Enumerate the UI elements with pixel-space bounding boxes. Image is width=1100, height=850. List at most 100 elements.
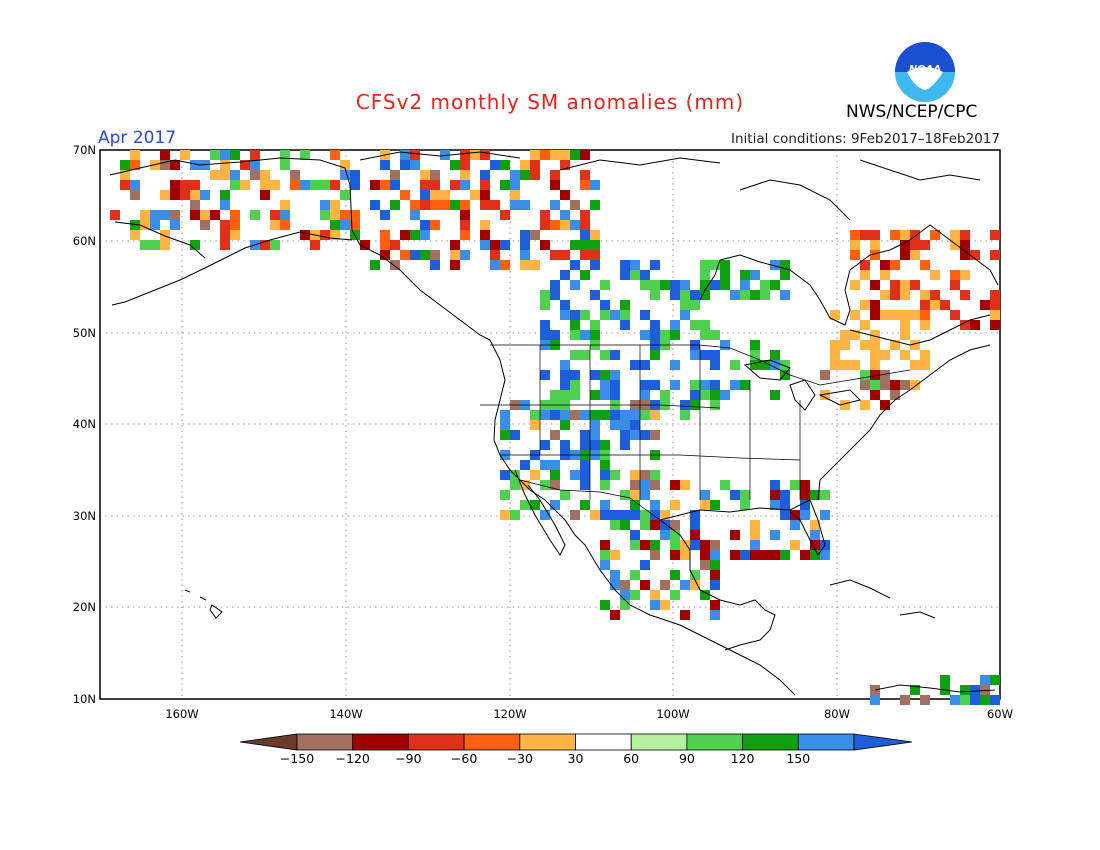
- anomaly-cell: [130, 190, 140, 200]
- anomaly-cell: [580, 150, 590, 160]
- anomaly-cell: [920, 240, 930, 250]
- anomaly-cell: [540, 220, 550, 230]
- anomaly-cell: [420, 190, 430, 200]
- anomaly-cell: [650, 410, 660, 420]
- anomaly-cell: [630, 480, 640, 490]
- anomaly-cell: [600, 500, 610, 510]
- anomaly-cell: [600, 380, 610, 390]
- anomaly-cell: [690, 520, 700, 530]
- anomaly-cell: [220, 200, 230, 210]
- anomaly-cell: [170, 190, 180, 200]
- anomaly-cell: [650, 260, 660, 270]
- anomaly-cell: [830, 310, 840, 320]
- anomaly-cell: [640, 490, 650, 500]
- anomaly-cell: [650, 290, 660, 300]
- anomaly-cell: [250, 210, 260, 220]
- anomaly-cell: [670, 380, 680, 390]
- anomaly-cell: [130, 160, 140, 170]
- anomaly-cell: [960, 240, 970, 250]
- anomaly-cell: [600, 280, 610, 290]
- anomaly-cell: [580, 240, 590, 250]
- anomaly-cell: [670, 290, 680, 300]
- anomaly-cell: [600, 440, 610, 450]
- anomaly-cell: [550, 470, 560, 480]
- anomaly-cell: [570, 370, 580, 380]
- anomaly-cell: [870, 360, 880, 370]
- lon-tick: 140W: [329, 707, 363, 721]
- anomaly-cell: [350, 170, 360, 180]
- anomaly-cell: [470, 190, 480, 200]
- anomaly-cell: [220, 170, 230, 180]
- anomaly-cell: [590, 320, 600, 330]
- anomaly-cell: [430, 250, 440, 260]
- anomaly-cell: [680, 480, 690, 490]
- anomaly-cell: [120, 170, 130, 180]
- anomaly-cell: [720, 280, 730, 290]
- initial-conditions: Initial conditions: 9Feb2017–18Feb2017: [731, 131, 1000, 147]
- anomaly-cell: [870, 310, 880, 320]
- anomaly-cell: [700, 500, 710, 510]
- anomaly-cell: [650, 510, 660, 520]
- anomaly-cell: [350, 210, 360, 220]
- anomaly-cell: [610, 570, 620, 580]
- anomaly-cell: [370, 180, 380, 190]
- anomaly-cell: [170, 220, 180, 230]
- anomaly-cell: [540, 150, 550, 160]
- anomaly-cell: [580, 470, 590, 480]
- anomaly-cell: [550, 460, 560, 470]
- anomaly-cell: [960, 290, 970, 300]
- anomaly-cell: [720, 340, 730, 350]
- anomaly-cell: [700, 380, 710, 390]
- anomaly-cell: [650, 280, 660, 290]
- anomaly-cell: [540, 330, 550, 340]
- anomaly-cell: [600, 310, 610, 320]
- anomaly-cell: [580, 350, 590, 360]
- anomaly-cell: [620, 260, 630, 270]
- anomaly-cell: [170, 180, 180, 190]
- anomaly-cell: [430, 200, 440, 210]
- anomaly-cell: [580, 480, 590, 490]
- anomaly-cell: [210, 150, 220, 160]
- anomaly-cell: [700, 280, 710, 290]
- anomaly-cell: [990, 675, 1000, 685]
- anomaly-cell: [600, 460, 610, 470]
- anomaly-cell: [680, 610, 690, 620]
- anomaly-cell: [560, 490, 570, 500]
- anomaly-cell: [970, 320, 980, 330]
- anomaly-cell: [640, 430, 650, 440]
- anomaly-cell: [900, 330, 910, 340]
- anomaly-cell: [610, 310, 620, 320]
- anomaly-cell: [780, 260, 790, 270]
- anomaly-cell: [670, 500, 680, 510]
- anomaly-cell: [510, 430, 520, 440]
- anomaly-cell: [920, 260, 930, 270]
- anomaly-cell: [330, 210, 340, 220]
- anomaly-cell: [620, 590, 630, 600]
- anomaly-cell: [560, 410, 570, 420]
- anomaly-cell: [640, 380, 650, 390]
- anomaly-cell: [340, 220, 350, 230]
- anomaly-cell: [610, 520, 620, 530]
- anomaly-cell: [340, 190, 350, 200]
- anomaly-cell: [580, 180, 590, 190]
- anomaly-cell: [640, 360, 650, 370]
- anomaly-cell: [680, 290, 690, 300]
- anomaly-cell: [350, 220, 360, 230]
- anomaly-cell: [470, 150, 480, 160]
- anomaly-cell: [660, 390, 670, 400]
- anomaly-cell: [190, 160, 200, 170]
- coastlines: [109, 151, 999, 696]
- anomaly-cell: [170, 210, 180, 220]
- anomaly-cell: [480, 150, 490, 160]
- anomaly-cell: [550, 150, 560, 160]
- anomaly-cell: [950, 230, 960, 240]
- anomaly-cell: [560, 300, 570, 310]
- anomaly-cell: [530, 230, 540, 240]
- lat-tick: 50N: [72, 326, 96, 340]
- anomaly-cell: [930, 230, 940, 240]
- anomaly-cell: [990, 290, 1000, 300]
- anomaly-cell: [460, 220, 470, 230]
- anomaly-cell: [880, 290, 890, 300]
- anomaly-cell: [620, 440, 630, 450]
- anomaly-cell: [580, 170, 590, 180]
